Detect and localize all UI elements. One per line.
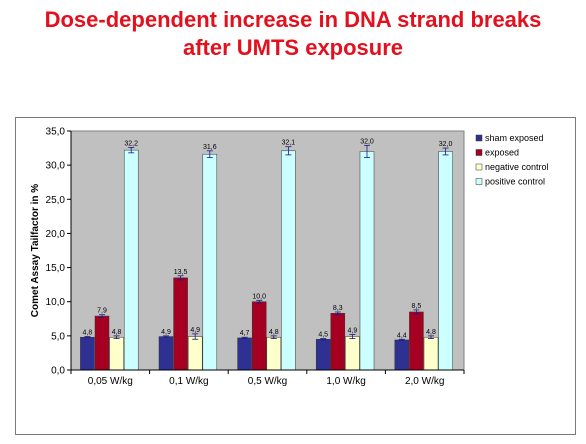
bar bbox=[123, 149, 139, 371]
y-tick-label: 15,0 bbox=[46, 263, 66, 274]
legend-label: positive control bbox=[485, 177, 545, 187]
y-tick-label: 5,0 bbox=[51, 331, 65, 342]
legend-swatch bbox=[475, 178, 483, 185]
data-label: 31,6 bbox=[203, 144, 217, 151]
y-tick-label: 30,0 bbox=[46, 161, 66, 172]
category-label: 1,0 W/kg bbox=[326, 376, 365, 387]
data-label: 32,2 bbox=[124, 140, 138, 147]
data-label: 4,8 bbox=[426, 329, 436, 336]
bar bbox=[394, 339, 410, 371]
y-tick-label: 0,0 bbox=[51, 366, 65, 377]
y-tick-label: 25,0 bbox=[46, 195, 66, 206]
legend-swatch bbox=[475, 134, 483, 142]
data-label: 4,7 bbox=[240, 330, 250, 337]
data-label: 10,0 bbox=[252, 293, 266, 300]
data-label: 32,1 bbox=[282, 140, 296, 147]
y-axis-title: Comet Assay Tailfactor in % bbox=[30, 184, 41, 317]
bar bbox=[438, 151, 453, 371]
bar bbox=[281, 150, 296, 371]
bar bbox=[187, 336, 203, 371]
category-label: 0,1 W/kg bbox=[169, 376, 208, 387]
category-label: 0,5 W/kg bbox=[248, 376, 287, 387]
data-label: 4,4 bbox=[397, 332, 407, 339]
bar bbox=[330, 313, 346, 371]
bar bbox=[359, 151, 375, 371]
data-label: 8,3 bbox=[333, 305, 343, 312]
legend-swatch bbox=[475, 149, 483, 156]
data-label: 8,5 bbox=[412, 303, 422, 310]
bar bbox=[202, 153, 218, 371]
category-label: 2,0 W/kg bbox=[405, 376, 444, 387]
data-label: 4,5 bbox=[318, 332, 328, 339]
category-label: 0,05 W/kg bbox=[88, 376, 133, 387]
legend: sham exposed exposed negative control posit… bbox=[475, 133, 549, 187]
bar bbox=[94, 315, 110, 371]
y-tick-label: 20,0 bbox=[46, 229, 66, 240]
slide-title-line-2: after UMTS exposure bbox=[182, 35, 404, 60]
bar bbox=[158, 336, 174, 371]
bar bbox=[423, 336, 439, 371]
data-label: 13,5 bbox=[174, 269, 188, 276]
legend-label: sham exposed bbox=[485, 133, 544, 143]
data-label: 4,9 bbox=[161, 329, 171, 336]
y-tick-label: 35,0 bbox=[46, 127, 66, 138]
slide-title: Dose-dependent increase in DNA strand br… bbox=[0, 6, 586, 62]
y-tick-label: 10,0 bbox=[46, 297, 66, 308]
x-axis: 0,05 W/kg 0,1 W/kg 0,5 W/kg 1,0 W/kg 2,0 W/k… bbox=[70, 369, 465, 387]
bar bbox=[173, 277, 188, 371]
bars-group: 4,8 7,9 4,8 32,2 4,9 13,5 4,9 31,6 4,7 10,0 4,8 32,… bbox=[80, 138, 453, 371]
data-label: 32,0 bbox=[360, 138, 374, 145]
bar bbox=[409, 311, 424, 371]
bar bbox=[109, 336, 124, 371]
data-label: 4,8 bbox=[112, 329, 122, 336]
data-label: 32,0 bbox=[439, 141, 453, 148]
bar bbox=[80, 336, 95, 371]
data-label: 7,9 bbox=[97, 308, 107, 315]
legend-label: negative control bbox=[485, 162, 549, 172]
bar bbox=[345, 336, 360, 371]
legend-swatch bbox=[475, 163, 483, 171]
y-axis: 0,0 5,0 10,0 15,0 20,0 25,0 30,0 35,0 bbox=[46, 127, 72, 377]
slide-title-line-1: Dose-dependent increase in DNA strand br… bbox=[44, 7, 542, 32]
bar bbox=[251, 301, 267, 371]
data-label: 4,8 bbox=[269, 329, 279, 336]
bar bbox=[315, 339, 331, 371]
data-label: 4,9 bbox=[348, 327, 358, 334]
data-label: 4,9 bbox=[190, 327, 200, 334]
data-label: 4,8 bbox=[83, 330, 93, 337]
bar bbox=[266, 336, 282, 371]
bar bbox=[237, 337, 252, 371]
legend-label: exposed bbox=[485, 148, 519, 158]
